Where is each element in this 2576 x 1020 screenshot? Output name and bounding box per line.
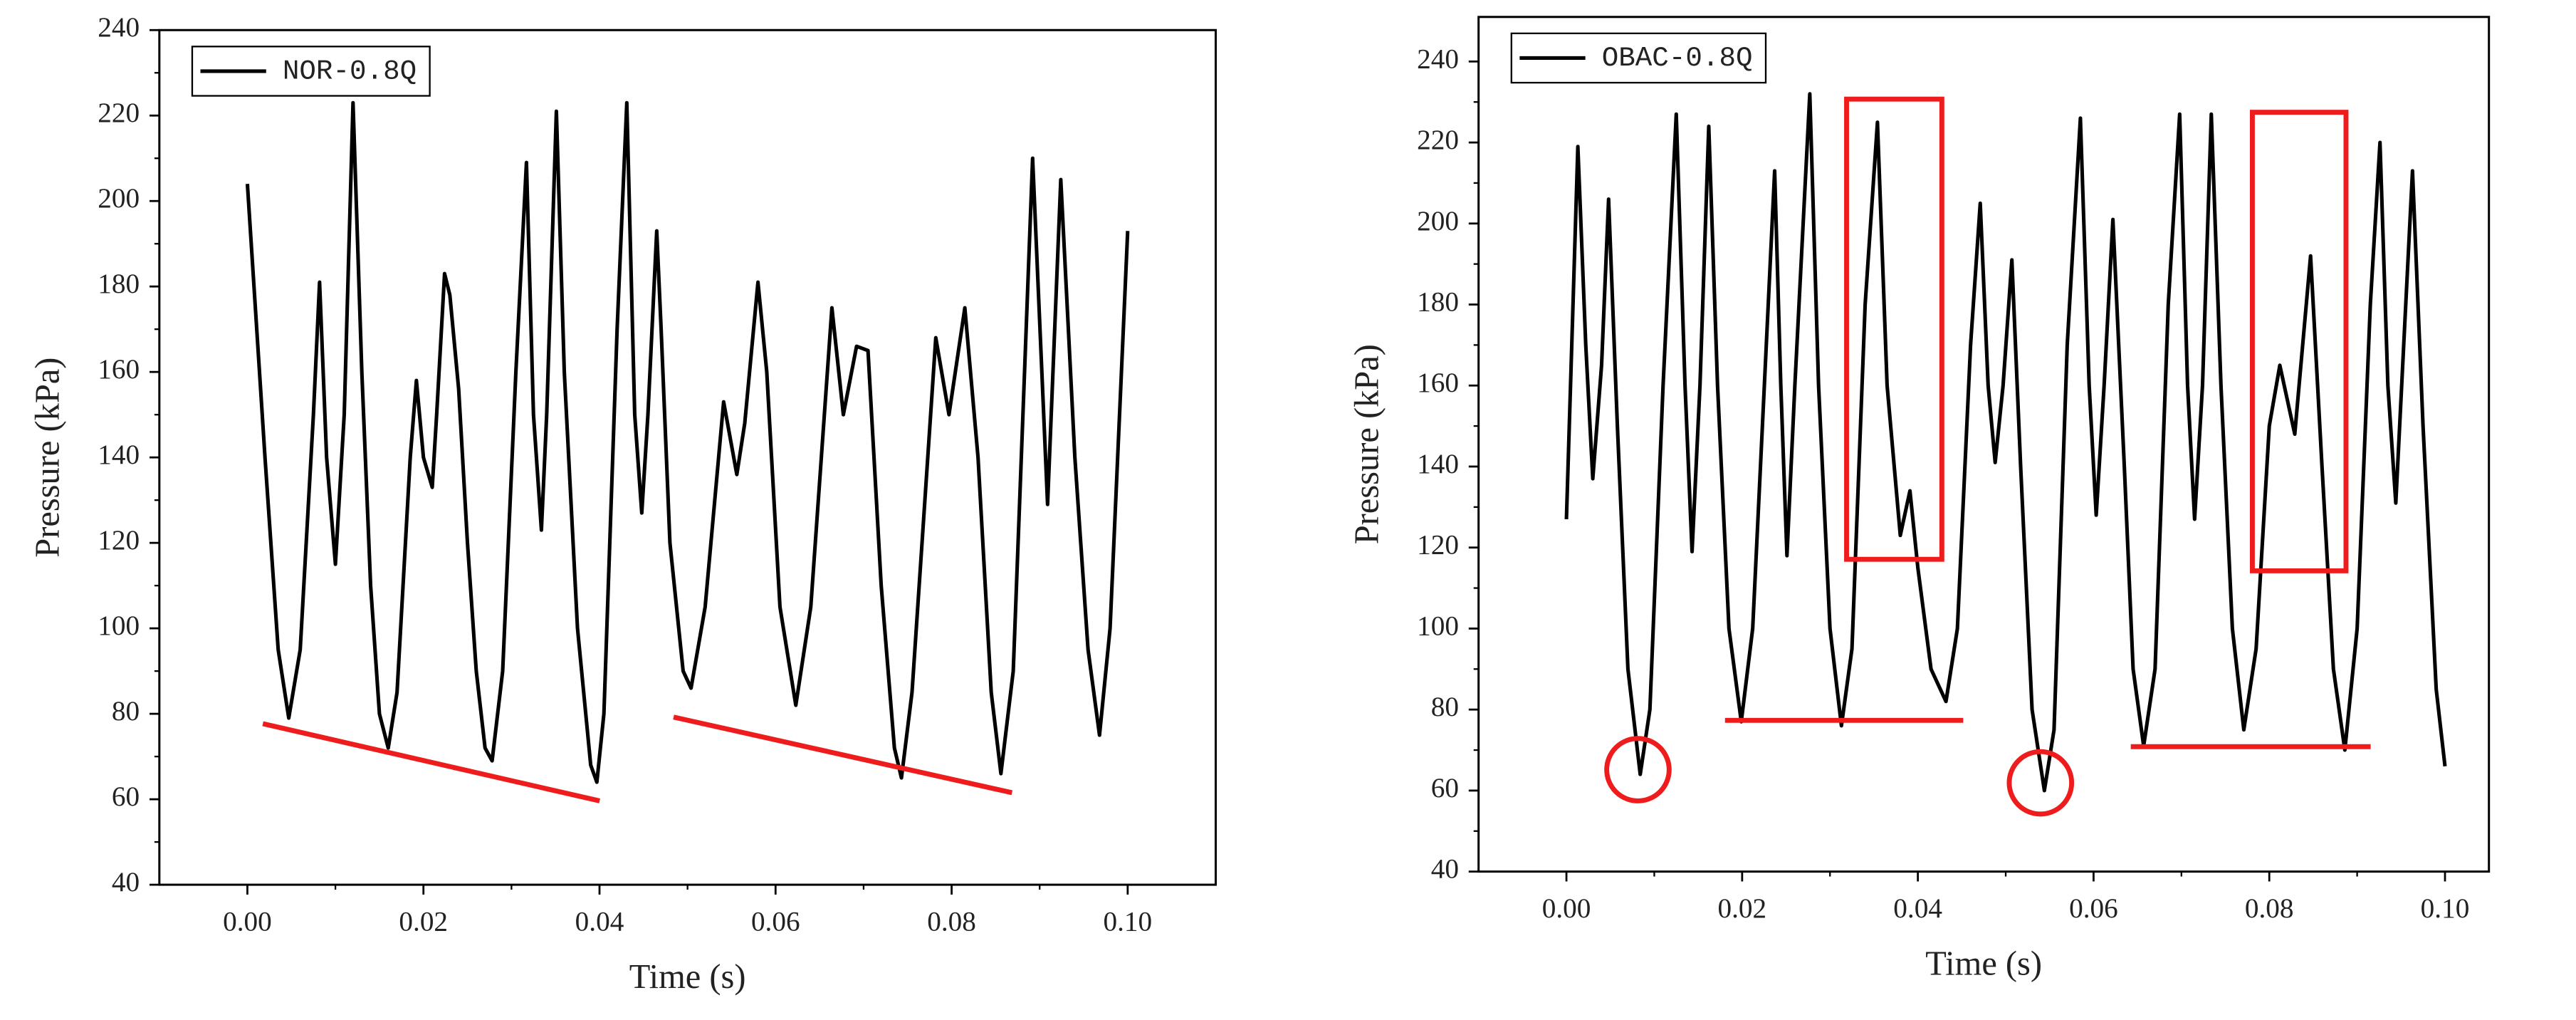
legend-label: NOR-0.8Q (283, 55, 417, 87)
y-axis-label: Pressure (kPa) (1348, 344, 1386, 544)
y-tick-label: 120 (1417, 530, 1459, 561)
x-tick-label: 0.00 (1542, 893, 1591, 924)
x-tick-label: 0.02 (399, 906, 448, 937)
y-tick-label: 120 (98, 525, 140, 556)
y-tick-label: 220 (98, 98, 140, 128)
legend-box (1510, 32, 1767, 84)
y-tick-label: 240 (98, 12, 140, 43)
highlight-box (2249, 110, 2349, 573)
y-tick-label: 140 (98, 439, 140, 470)
y-tick-label: 40 (112, 867, 140, 897)
y-tick-label: 180 (98, 269, 140, 299)
highlight-box (1844, 96, 1944, 562)
y-tick-label: 140 (1417, 449, 1459, 479)
trend-line (673, 714, 1013, 796)
x-axis-label: Time (s) (629, 958, 746, 996)
y-tick-label: 100 (1417, 610, 1459, 641)
x-axis-label: Time (s) (1925, 945, 2042, 983)
y-tick-label: 60 (112, 781, 140, 812)
trend-line (262, 721, 600, 803)
x-tick-label: 0.08 (2245, 893, 2294, 924)
highlight-circle (2006, 749, 2075, 817)
data-line (1564, 92, 2447, 793)
x-tick-label: 0.10 (2421, 893, 2470, 924)
y-tick-label: 40 (1431, 854, 1459, 885)
x-tick-label: 0.04 (575, 906, 624, 937)
x-tick-label: 0.08 (927, 906, 976, 937)
highlight-circle (1604, 736, 1672, 803)
y-tick-label: 80 (112, 696, 140, 727)
chart: 40 60 80 100 120 140 160 180 200 220 240 0.00 0.02 0.… (1348, 16, 2491, 983)
plot-frame (158, 28, 1217, 886)
y-tick-label: 160 (1417, 368, 1459, 398)
x-tick-label: 0.10 (1104, 906, 1153, 937)
x-tick-label: 0.00 (223, 906, 272, 937)
x-tick-label: 0.02 (1718, 893, 1767, 924)
y-axis-label: Pressure (kPa) (29, 358, 67, 558)
plot-frame (1477, 16, 2491, 873)
annotations (262, 96, 2371, 817)
y-tick-label: 200 (1417, 206, 1459, 236)
y-tick-label: 180 (1417, 287, 1459, 318)
x-tick-label: 0.06 (2069, 893, 2118, 924)
legend-label: OBAC-0.8Q (1602, 42, 1753, 74)
legend-box (191, 46, 431, 97)
y-tick-label: 220 (1417, 125, 1459, 155)
x-tick-label: 0.04 (1893, 893, 1942, 924)
y-tick-label: 200 (98, 183, 140, 214)
data-line (245, 100, 1130, 784)
y-tick-label: 160 (98, 354, 140, 385)
x-tick-label: 0.06 (751, 906, 800, 937)
y-tick-label: 60 (1431, 773, 1459, 803)
y-tick-label: 80 (1431, 692, 1459, 722)
chart: 40 60 80 100 120 140 160 180 200 220 240 0.00 0.02 0.… (29, 12, 1217, 996)
y-tick-label: 100 (98, 610, 140, 641)
y-tick-label: 240 (1417, 43, 1459, 74)
